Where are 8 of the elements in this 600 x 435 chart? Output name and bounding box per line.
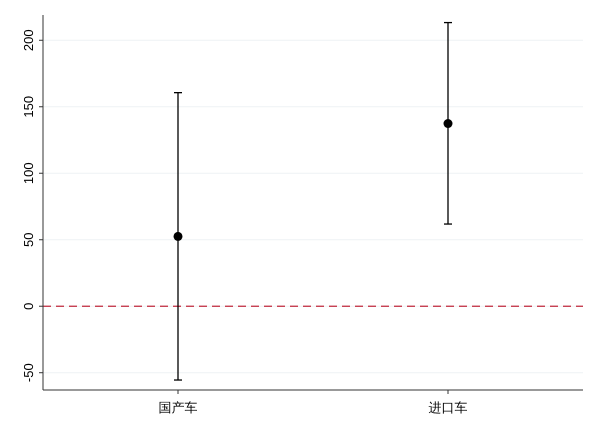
x-tick-label: 国产车 (158, 400, 198, 415)
y-tick-label: 150 (21, 96, 36, 118)
x-tick-label: 进口车 (428, 400, 468, 415)
y-tick-label: 200 (21, 29, 36, 52)
y-tick-label: 100 (21, 162, 36, 184)
y-tick-label: 0 (21, 302, 36, 310)
y-tick-label: -50 (21, 363, 36, 382)
y-tick-label: 50 (21, 232, 36, 247)
